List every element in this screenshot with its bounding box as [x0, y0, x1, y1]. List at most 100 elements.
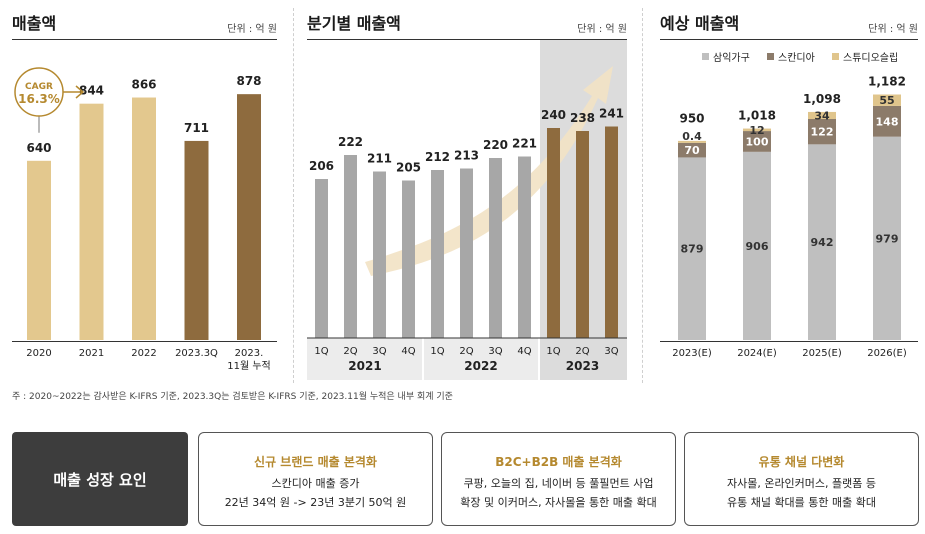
stack-segment: [808, 119, 836, 145]
segment-value-label: 55: [879, 94, 894, 107]
factor-line: 스칸디아 매출 증가: [271, 477, 360, 490]
quarterly-bar: [576, 131, 589, 338]
stack-segment: [808, 111, 836, 120]
annual-sales-chart: 6402020844202186620227112023.3Q8782023.1…: [14, 67, 271, 372]
segment-value-label: 12: [749, 124, 764, 137]
year-group-label: 2021: [348, 359, 381, 373]
stack-segment: [873, 136, 901, 340]
stack-segment: [678, 157, 706, 340]
factor-line: 유통 채널 확대를 통한 매출 확대: [726, 496, 877, 509]
legend-label: 스칸디아: [778, 52, 815, 64]
factor-line: 자사몰, 온라인커머스, 플랫폼 등: [726, 477, 877, 490]
cagr-arrow-head: [75, 85, 85, 99]
x-tick-label: 2Q: [459, 346, 473, 357]
factor-card-channels: 유통 채널 다변화 자사몰, 온라인커머스, 플랫폼 등 유통 채널 확대를 통…: [684, 432, 919, 526]
factor-title: 신규 브랜드 매출 본격화: [254, 455, 377, 469]
forecast-sales-panel: 예상 매출액 단위 : 억 원 삼익가구 스칸디아 스튜디오슬립 879 70 0.4 95…: [660, 0, 918, 390]
segment-value-label: 979: [876, 232, 899, 245]
bar-value-label: 866: [131, 78, 156, 92]
factor-card-b2c-b2b: B2C+B2B 매출 본격화 쿠팡, 오늘의 집, 네이버 등 풀필먼트 사업 …: [441, 432, 676, 526]
x-tick-label: 2023(E): [672, 348, 712, 359]
year-group-label: 2022: [464, 359, 497, 373]
bar-value-label: 220: [483, 138, 508, 152]
annual-sales-unit: 단위 : 억 원: [227, 24, 277, 35]
bar-value-label: 711: [184, 121, 209, 135]
segment-value-label: 906: [746, 240, 769, 253]
bar-value-label: 240: [541, 108, 566, 122]
factor-card-new-brand: 신규 브랜드 매출 본격화 스칸디아 매출 증가 22년 34억 원 -> 23…: [198, 432, 433, 526]
growth-arrow: [365, 66, 613, 276]
x-tick-label: 2023.: [235, 348, 264, 359]
segment-value-label: 879: [681, 243, 704, 256]
annual-bar: [79, 103, 104, 341]
annual-sales-panel: 매출액 단위 : 억 원 640 2020 844 2021 866 2022 711 202…: [12, 0, 277, 390]
quarterly-bar: [605, 126, 618, 338]
quarterly-bar: [518, 156, 531, 338]
quarterly-bar: [315, 179, 328, 338]
bar-value-label: 222: [338, 135, 363, 149]
quarterly-bar: [547, 128, 560, 338]
x-tick-label: 1Q: [314, 346, 328, 357]
stack-segment: [743, 131, 771, 152]
segment-value-label: 122: [811, 126, 834, 139]
x-tick-label: 2023.3Q: [175, 348, 218, 359]
bar-value-label: 205: [396, 161, 421, 175]
quarterly-bar: [431, 170, 444, 338]
stack-segment: [743, 128, 771, 132]
annual-sales-title: 매출액: [12, 14, 57, 33]
quarterly-bar: [402, 180, 415, 338]
factor-line: 확장 및 이커머스, 자사몰을 통한 매출 확대: [460, 496, 657, 509]
x-tick-label: 3Q: [488, 346, 502, 357]
quarterly-title-rule: [307, 39, 627, 40]
panel-divider: [642, 8, 643, 383]
bar-value-label: 844: [79, 84, 104, 98]
growth-factors-label: 매출 성장 요인: [12, 432, 188, 526]
x-tick-label: 2025(E): [802, 348, 842, 359]
quarterly-bar: [460, 168, 473, 338]
factor-line: 22년 34억 원 -> 23년 3분기 50억 원: [224, 496, 407, 509]
bar-value-label: 878: [236, 74, 261, 88]
forecast-title-rule: [660, 39, 918, 40]
annual-bar: [184, 140, 209, 340]
legend-swatch: [832, 53, 839, 60]
x-tick-label: 4Q: [401, 346, 415, 357]
forecast-sales-chart: 삼익가구 스칸디아 스튜디오슬립879700.49502023(E)90610012…: [672, 51, 907, 359]
x-tick-label: 3Q: [604, 346, 618, 357]
annual-bar: [132, 97, 156, 341]
quarterly-bar: [373, 171, 386, 338]
x-tick-label: 2024(E): [737, 348, 777, 359]
x-tick-label: 2020: [26, 348, 51, 359]
annual-bottom-rule: [12, 341, 277, 342]
bar-value-label: 213: [454, 149, 479, 163]
legend-label: 스튜디오슬립: [843, 51, 898, 64]
bar-value-label: 221: [512, 137, 537, 151]
legend-swatch: [702, 53, 709, 60]
x-tick-label: 2026(E): [867, 348, 907, 359]
stack-segment: [808, 144, 836, 340]
stack-segment: [873, 105, 901, 137]
annual-bar: [27, 160, 51, 340]
x-tick-label: 1Q: [546, 346, 560, 357]
segment-value-label: 942: [811, 236, 834, 249]
footnote: 주 : 2020~2022는 감사받은 K-IFRS 기준, 2023.3Q는 …: [12, 392, 453, 402]
segment-value-label: 70: [684, 144, 700, 157]
x-tick-label: 2022: [131, 348, 156, 359]
segment-value-label: 34: [814, 109, 830, 122]
quarterly-sales-panel: 분기별 매출액 단위 : 억 원 206 1Q 222 2Q 211 3Q 205 4Q 212…: [307, 0, 627, 390]
year-group-label: 2023: [566, 359, 599, 373]
x-tick-label: 2Q: [343, 346, 357, 357]
panel-divider: [293, 8, 294, 383]
quarterly-sales-chart: 206 1Q 222 2Q 211 3Q 205 4Q 212 1Q 213 2Q 220 3Q 221 4Q…: [307, 40, 627, 380]
total-value-label: 1,098: [803, 92, 841, 106]
annual-bar: [237, 94, 261, 340]
bar-value-label: 640: [26, 141, 51, 155]
total-value-label: 1,182: [868, 74, 906, 88]
year-band: [424, 338, 538, 380]
forecast-sales-title: 예상 매출액: [660, 14, 740, 33]
quarterly-bar: [344, 155, 357, 338]
total-value-label: 1,018: [738, 109, 776, 123]
bar-value-label: 238: [570, 111, 595, 125]
quarterly-bar: [489, 158, 502, 338]
factor-line: 쿠팡, 오늘의 집, 네이버 등 풀필먼트 사업: [463, 477, 654, 490]
x-tick-label: 2Q: [575, 346, 589, 357]
